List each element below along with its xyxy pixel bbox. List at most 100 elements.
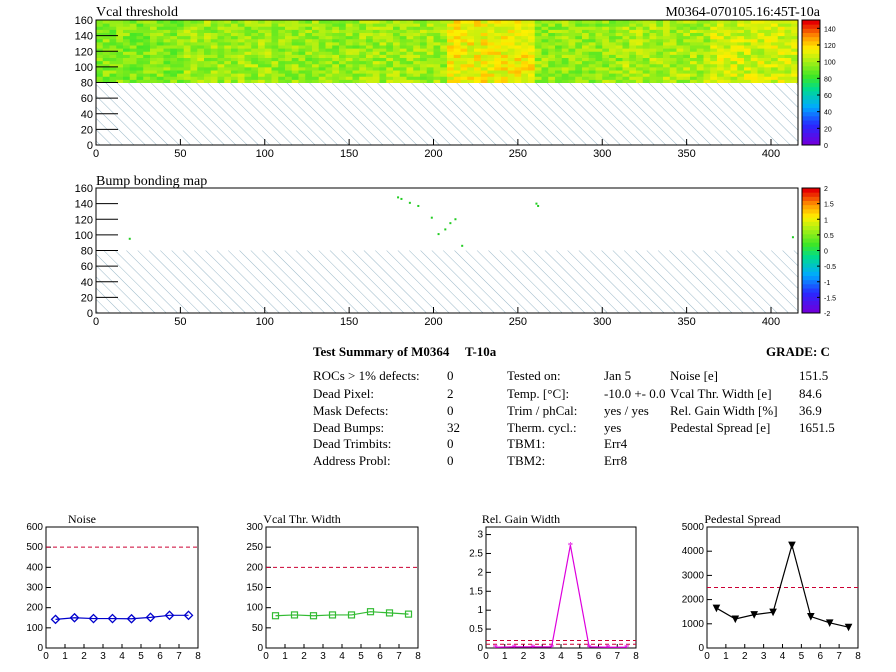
x-tick-label: 0 [43,651,49,662]
x-tick-label: 4 [558,651,564,662]
x-tick-label: 4 [339,651,345,662]
palette-tick-label: 40 [824,110,832,117]
x-tick-label: 4 [119,651,125,662]
bump-point [444,228,447,231]
color-palette: 0 20 40 60 80 100 120 140 [801,19,836,150]
x-tick-label: 5 [358,651,364,662]
x-tick-label: 5 [577,651,583,662]
data-point [769,608,777,617]
data-point [145,612,156,623]
summary-label-therm-cycl: Therm. cycl.: [507,420,577,435]
y-tick-label: 200 [26,603,43,614]
summary-value-noise: 151.5 [799,368,829,383]
data-point [807,613,815,621]
y-tick-label: 0.5 [469,624,483,635]
data-point [290,611,299,619]
data-point [788,541,796,550]
y-tick-label: 60 [81,93,93,105]
bump-point [791,236,794,239]
summary-label-mask-defects: Mask Defects: [313,403,389,418]
x-tick-label: 0 [483,651,489,662]
map-title-vcal-threshold: Vcal threshold [96,5,179,20]
palette-tick-label: -1.5 [824,295,836,302]
y-tick-label: 20 [81,124,93,136]
plot-title: Noise [68,512,96,526]
bump-point [417,204,420,207]
bump-point [437,233,440,236]
palette-tick-label: 2 [824,186,828,193]
summary-value-rocs-defects: 0 [447,368,454,383]
x-tick-label: 0 [263,651,269,662]
y-tick-label: 40 [81,109,93,121]
x-tick-label: 7 [836,651,842,662]
x-tick-label: 7 [614,651,620,662]
plot-title: Vcal Thr. Width [263,512,340,526]
x-tick-label: 5 [799,651,805,662]
summary-grade: GRADE: C [766,344,830,359]
summary-value-dead-bumps: 32 [447,420,460,435]
map-title-bump-bonding: Bump bonding map [96,174,208,189]
y-tick-label: 160 [75,183,93,195]
x-tick-label: 0 [93,148,99,160]
y-tick-label: 0 [698,643,704,654]
x-tick-label: 2 [81,651,87,662]
data-point: * [549,642,555,654]
x-tick-label: 400 [762,316,780,328]
plot-frame [45,526,199,649]
plot-noise: Noise 0 1 2 3 4 5 6 7 8 0 100 200 300 400 500 600 [26,512,201,662]
summary-value-dead-trimbits: 0 [447,436,454,451]
summary-label-gain-width: Rel. Gain Width [%] [670,403,778,418]
y-tick-label: 120 [75,46,93,58]
data-point [750,611,758,619]
summary-title: Test Summary of M0364 [313,344,450,359]
palette-tick-label: -0.5 [824,264,836,271]
bump-point [454,218,457,221]
data-point [50,614,61,625]
summary-value-therm-cycl: yes [604,420,622,435]
x-tick-label: 200 [424,316,442,328]
summary-value-pedestal-spread: 1651.5 [799,420,835,435]
summary-value-vcal-width: 84.6 [799,386,822,401]
y-tick-label: 400 [26,562,43,573]
data-point [107,613,118,624]
data-point: * [568,540,574,552]
y-tick-label: 50 [252,623,264,634]
x-tick-label: 50 [174,148,186,160]
bump-point [430,216,433,219]
y-tick-label: 150 [246,583,263,594]
y-tick-label: 3 [477,530,483,541]
x-tick-label: 400 [762,148,780,160]
plot-frame [485,526,637,649]
plot-pedestal-spread: Pedestal Spread 0 1 2 3 4 5 6 7 8 0 1000 2000 3000 400… [682,512,861,662]
summary-label-tested-on: Tested on: [507,368,561,383]
x-tick-label: 300 [593,148,611,160]
bump-point [128,237,131,240]
summary-value-dead-pixel: 2 [447,386,454,401]
data-point [309,612,318,620]
data-point [328,611,337,619]
x-tick-label: 350 [677,148,695,160]
bump-point [461,244,464,247]
x-tick-label: 8 [633,651,639,662]
y-tick-label: 1.5 [469,586,483,597]
palette-tick-label: 0 [824,249,828,256]
data-point: * [605,642,611,654]
summary-label-trim: Trim / phCal: [507,403,578,418]
data-point [712,604,721,613]
y-tick-label: 1 [477,605,483,616]
y-tick-label: 140 [75,31,93,43]
data-point [366,608,375,616]
x-tick-label: 8 [415,651,421,662]
data-point [404,610,413,618]
summary-label-tbm2: TBM2: [507,453,546,468]
x-tick-label: 8 [855,651,861,662]
y-tick-label: 500 [26,542,43,553]
data-point [183,610,194,621]
summary-label-dead-bumps: Dead Bumps: [313,420,385,435]
data-point [385,609,394,617]
data-point [825,619,834,627]
x-tick-label: 2 [301,651,307,662]
summary-label-tbm1: TBM1: [507,436,546,451]
y-tick-label: 5000 [682,522,705,533]
data-point [844,623,853,632]
